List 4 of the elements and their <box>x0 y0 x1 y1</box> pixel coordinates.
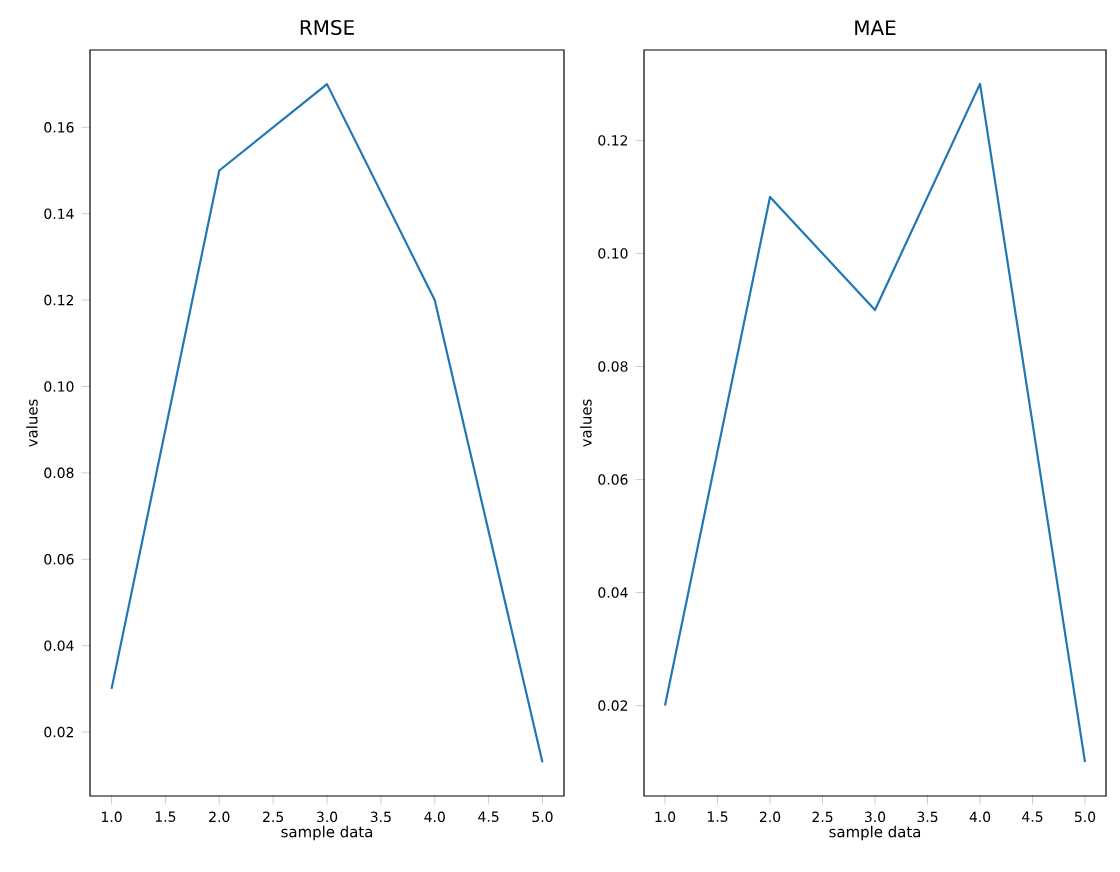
line-series <box>110 83 544 764</box>
chart-title: MAE <box>855 20 896 35</box>
line-series <box>663 82 1087 764</box>
chart-title: RMSE <box>300 19 354 35</box>
